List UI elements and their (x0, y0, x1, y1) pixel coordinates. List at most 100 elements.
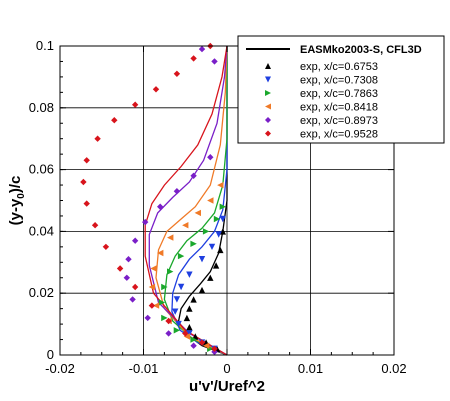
model-curve (144, 45, 228, 356)
data-point (198, 339, 206, 346)
data-point (198, 256, 206, 263)
data-point (83, 200, 90, 207)
data-point (183, 333, 191, 340)
data-point (144, 314, 151, 322)
tick-labels: -0.02 -0.01 0 0.01 0.02 0 0.02 0.04 0.06 0.08 0.1 (29, 38, 407, 376)
legend-label: exp, x/c=0.6753 (300, 61, 378, 73)
data-point (186, 330, 193, 337)
data-point (152, 86, 160, 93)
data-point (94, 135, 101, 142)
x-axis-label: u'v'/Uref^2 (189, 378, 265, 395)
data-point (207, 197, 214, 204)
data-point (265, 117, 271, 123)
data-point (215, 231, 222, 238)
data-point (194, 209, 201, 217)
data-point (132, 101, 139, 108)
x-tick-label: -0.01 (129, 361, 159, 376)
data-point (213, 215, 221, 223)
y-tick-label: 0.02 (29, 285, 54, 300)
data-point (265, 103, 271, 110)
x-tick-label: 0.02 (381, 361, 406, 376)
data-point (111, 117, 118, 124)
data-point (190, 336, 197, 343)
data-point (212, 262, 220, 269)
legend-label: exp, x/c=0.9528 (300, 129, 378, 141)
data-point (202, 228, 210, 235)
legend-label: exp, x/c=0.7308 (300, 75, 378, 87)
experimental-markers (80, 42, 226, 356)
data-point (177, 283, 185, 291)
data-point (157, 203, 164, 210)
y-tick-label: 0.1 (36, 38, 54, 53)
x-tick-label: 0.01 (298, 361, 323, 376)
data-point (211, 58, 218, 65)
legend: EASMko2003-S, CFL3D exp, x/c=0.6753 exp, … (237, 35, 445, 144)
data-point (202, 342, 210, 349)
data-point (190, 240, 197, 247)
data-point (83, 157, 90, 164)
data-point (148, 283, 156, 291)
data-point (265, 90, 271, 96)
data-point (175, 320, 182, 328)
legend-label: exp, x/c=0.8973 (300, 115, 378, 127)
data-point (190, 55, 197, 62)
model-curve (177, 46, 228, 356)
data-point (148, 302, 156, 309)
data-point (198, 45, 206, 53)
data-point (173, 327, 181, 334)
data-point (173, 188, 181, 195)
data-point (219, 228, 226, 235)
data-point (152, 302, 160, 309)
y-axis-label-part2: )/c (7, 176, 24, 194)
data-point (129, 296, 136, 303)
data-point (208, 243, 216, 250)
legend-label: exp, x/c=0.8418 (300, 102, 378, 114)
data-point (190, 342, 197, 349)
data-point (265, 63, 271, 69)
legend-box (237, 35, 445, 144)
data-point (186, 324, 193, 331)
data-point (102, 243, 110, 250)
data-point (265, 76, 271, 83)
model-curve (171, 46, 228, 356)
data-point (132, 237, 139, 244)
legend-label-model: EASMko2003-S, CFL3D (300, 44, 422, 56)
data-point (91, 222, 99, 229)
y-axis-label: (y-y0)/c (7, 176, 27, 226)
data-point (142, 218, 149, 226)
data-point (125, 256, 132, 263)
data-point (123, 274, 130, 281)
model-curve (148, 45, 228, 356)
data-point (150, 265, 157, 272)
data-point (165, 317, 172, 325)
data-point (265, 130, 271, 137)
data-point (167, 234, 174, 241)
axis-ticks (59, 45, 395, 356)
y-axis-label-part1: (y-y (7, 198, 24, 225)
data-point (132, 283, 139, 291)
data-point (198, 286, 206, 294)
data-point (158, 299, 166, 306)
data-point (173, 70, 181, 77)
x-tick-label: 0 (223, 361, 230, 376)
y-tick-label: 0.04 (29, 223, 54, 238)
data-point (217, 181, 224, 189)
data-point (219, 215, 226, 223)
data-point (190, 172, 197, 179)
model-curve (163, 46, 228, 356)
model-curves (144, 45, 228, 356)
data-point (183, 314, 191, 322)
data-point (190, 296, 197, 303)
data-point (165, 330, 172, 337)
y-axis-label-sub: 0 (16, 193, 27, 199)
data-point (211, 345, 218, 352)
data-point (219, 203, 226, 210)
data-point (207, 274, 214, 281)
y-tick-label: 0.06 (29, 162, 54, 177)
data-point (182, 222, 189, 229)
data-point (161, 314, 168, 322)
data-point (186, 305, 193, 312)
data-point (116, 265, 124, 272)
data-point (186, 271, 193, 278)
